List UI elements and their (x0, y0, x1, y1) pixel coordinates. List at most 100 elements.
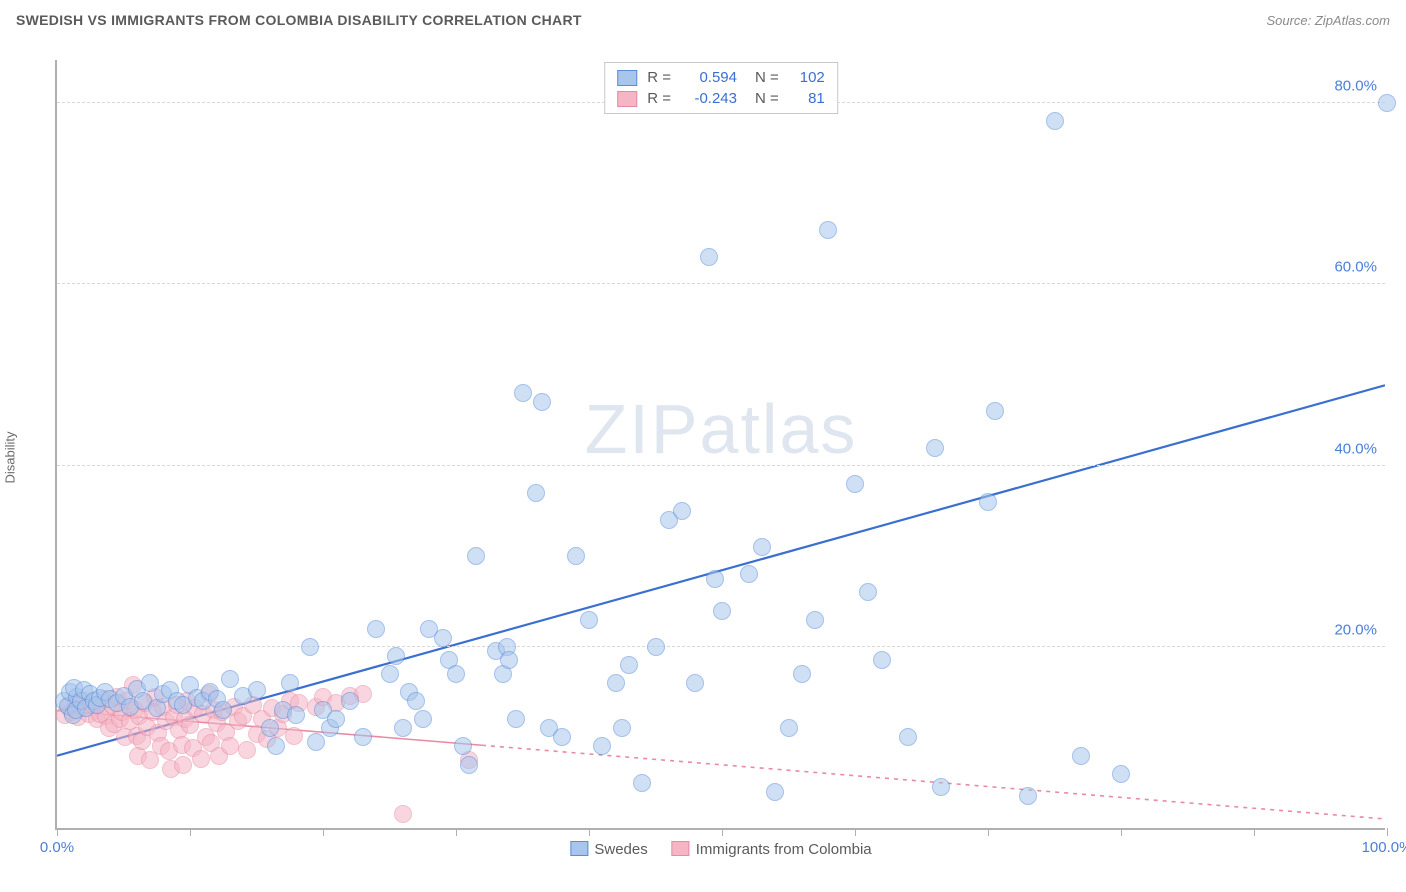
data-point-swedes (281, 674, 299, 692)
x-tick (988, 828, 989, 836)
data-point-swedes (793, 665, 811, 683)
data-point-swedes (706, 570, 724, 588)
x-tick (1387, 828, 1388, 836)
plot-area: ZIPatlas R =0.594N =102R =-0.243N =81 Sw… (55, 60, 1385, 830)
r-label: R = (647, 90, 671, 107)
data-point-swedes (859, 583, 877, 601)
x-tick (855, 828, 856, 836)
data-point-swedes (221, 670, 239, 688)
x-tick (190, 828, 191, 836)
legend-swatch (617, 70, 637, 86)
data-point-swedes (979, 493, 997, 511)
n-label: N = (755, 69, 779, 86)
data-point-swedes (454, 737, 472, 755)
data-point-swedes (261, 719, 279, 737)
n-label: N = (755, 90, 779, 107)
data-point-swedes (633, 774, 651, 792)
data-point-swedes (899, 728, 917, 746)
x-tick (589, 828, 590, 836)
data-point-colombia (238, 741, 256, 759)
chart-source: Source: ZipAtlas.com (1266, 13, 1390, 28)
legend-swatch (617, 91, 637, 107)
x-tick-label: 100.0% (1362, 839, 1406, 856)
data-point-swedes (1072, 747, 1090, 765)
data-point-swedes (806, 611, 824, 629)
x-tick (57, 828, 58, 836)
data-point-swedes (500, 651, 518, 669)
data-point-swedes (819, 221, 837, 239)
data-point-colombia (394, 805, 412, 823)
data-point-swedes (514, 384, 532, 402)
data-point-swedes (607, 674, 625, 692)
data-point-swedes (434, 629, 452, 647)
data-point-swedes (1046, 112, 1064, 130)
gridline (57, 646, 1385, 647)
data-point-swedes (686, 674, 704, 692)
data-point-swedes (620, 656, 638, 674)
data-point-swedes (1019, 787, 1037, 805)
y-axis-label: Disability (3, 431, 18, 483)
data-point-swedes (467, 547, 485, 565)
y-tick-label: 40.0% (1334, 440, 1377, 457)
data-point-colombia (221, 737, 239, 755)
r-label: R = (647, 69, 671, 86)
gridline (57, 283, 1385, 284)
data-point-swedes (567, 547, 585, 565)
watermark-zip: ZIP (585, 390, 700, 468)
data-point-colombia (285, 727, 303, 745)
x-tick (456, 828, 457, 836)
legend-item: Swedes (570, 841, 647, 858)
x-tick (1121, 828, 1122, 836)
chart-title: SWEDISH VS IMMIGRANTS FROM COLOMBIA DISA… (16, 12, 582, 28)
legend-series: Swedes Immigrants from Colombia (570, 841, 871, 858)
r-value: 0.594 (681, 69, 737, 86)
r-value: -0.243 (681, 90, 737, 107)
legend-label: Immigrants from Colombia (696, 841, 872, 858)
data-point-swedes (460, 756, 478, 774)
data-point-swedes (673, 502, 691, 520)
watermark: ZIPatlas (585, 389, 858, 469)
data-point-swedes (248, 681, 266, 699)
data-point-swedes (926, 439, 944, 457)
data-point-swedes (613, 719, 631, 737)
gridline (57, 465, 1385, 466)
data-point-swedes (700, 248, 718, 266)
data-point-swedes (267, 737, 285, 755)
y-tick-label: 80.0% (1334, 78, 1377, 95)
data-point-swedes (367, 620, 385, 638)
legend-label: Swedes (594, 841, 647, 858)
data-point-swedes (1378, 94, 1396, 112)
data-point-swedes (327, 710, 345, 728)
x-tick-label: 0.0% (40, 839, 74, 856)
n-value: 81 (789, 90, 825, 107)
chart-container: Disability ZIPatlas R =0.594N =102R =-0.… (0, 40, 1406, 860)
data-point-swedes (341, 692, 359, 710)
legend-stat-row: R = -0.243 N = 81 (617, 88, 825, 109)
legend-swatch (570, 841, 588, 856)
data-point-swedes (986, 402, 1004, 420)
data-point-colombia (174, 756, 192, 774)
watermark-atlas: atlas (700, 390, 858, 468)
legend-stat-row: R =0.594N =102 (617, 67, 825, 88)
data-point-swedes (414, 710, 432, 728)
data-point-swedes (307, 733, 325, 751)
x-tick (1254, 828, 1255, 836)
data-point-swedes (593, 737, 611, 755)
x-tick (722, 828, 723, 836)
data-point-swedes (533, 393, 551, 411)
data-point-swedes (354, 728, 372, 746)
legend-stats: R =0.594N =102R =-0.243N =81 (604, 62, 838, 114)
data-point-swedes (713, 602, 731, 620)
data-point-swedes (766, 783, 784, 801)
legend-item: Immigrants from Colombia (672, 841, 872, 858)
data-point-swedes (753, 538, 771, 556)
data-point-swedes (381, 665, 399, 683)
y-tick-label: 20.0% (1334, 621, 1377, 638)
data-point-swedes (553, 728, 571, 746)
data-point-swedes (407, 692, 425, 710)
data-point-swedes (580, 611, 598, 629)
legend-swatch (672, 841, 690, 856)
data-point-swedes (447, 665, 465, 683)
data-point-swedes (932, 778, 950, 796)
data-point-swedes (301, 638, 319, 656)
